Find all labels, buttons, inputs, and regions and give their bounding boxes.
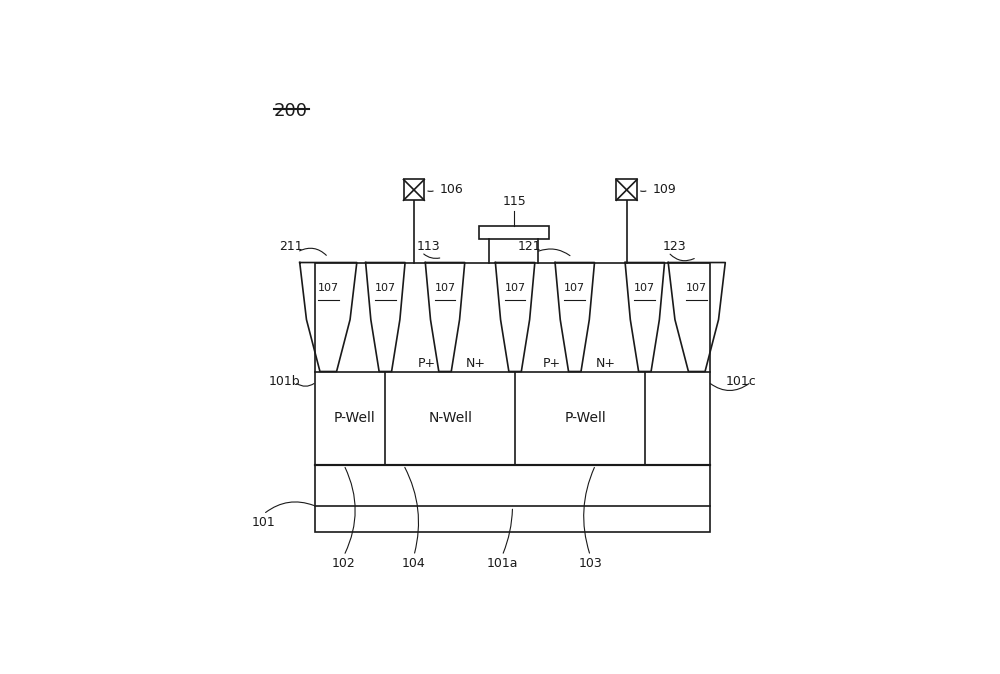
Text: P+: P+ bbox=[542, 357, 560, 370]
Text: 107: 107 bbox=[564, 283, 585, 293]
Text: 106: 106 bbox=[440, 183, 464, 196]
FancyArrowPatch shape bbox=[710, 384, 749, 390]
Bar bbox=[404, 179, 424, 200]
FancyArrowPatch shape bbox=[670, 254, 694, 261]
Text: 107: 107 bbox=[375, 283, 396, 293]
Text: P-Well: P-Well bbox=[333, 411, 375, 425]
FancyArrowPatch shape bbox=[300, 248, 326, 255]
Text: 101a: 101a bbox=[486, 557, 518, 570]
FancyArrowPatch shape bbox=[538, 249, 570, 255]
Text: 104: 104 bbox=[402, 557, 426, 570]
Text: 123: 123 bbox=[663, 241, 687, 253]
Text: 101c: 101c bbox=[725, 375, 756, 388]
Text: 115: 115 bbox=[502, 195, 526, 208]
Text: 101: 101 bbox=[252, 516, 275, 528]
Text: 109: 109 bbox=[653, 183, 676, 196]
Text: 113: 113 bbox=[416, 241, 440, 253]
Text: 107: 107 bbox=[634, 283, 655, 293]
FancyArrowPatch shape bbox=[345, 468, 355, 553]
Text: N+: N+ bbox=[466, 357, 486, 370]
Text: 211: 211 bbox=[279, 241, 302, 253]
Text: 103: 103 bbox=[578, 557, 602, 570]
Text: 107: 107 bbox=[686, 283, 707, 293]
FancyArrowPatch shape bbox=[266, 502, 314, 512]
Text: 101b: 101b bbox=[269, 375, 300, 388]
Bar bbox=[315, 263, 710, 532]
FancyArrowPatch shape bbox=[503, 510, 512, 553]
Bar bbox=[616, 179, 637, 200]
Text: P-Well: P-Well bbox=[564, 411, 606, 425]
FancyArrowPatch shape bbox=[297, 384, 314, 386]
Text: 107: 107 bbox=[318, 283, 339, 293]
Text: N+: N+ bbox=[596, 357, 616, 370]
FancyArrowPatch shape bbox=[405, 467, 419, 553]
Text: 107: 107 bbox=[434, 283, 456, 293]
Text: 107: 107 bbox=[505, 283, 526, 293]
Text: 121: 121 bbox=[517, 241, 541, 253]
Text: 200: 200 bbox=[274, 102, 308, 120]
Text: N-Well: N-Well bbox=[428, 411, 472, 425]
Text: 102: 102 bbox=[332, 557, 356, 570]
FancyArrowPatch shape bbox=[424, 254, 440, 258]
FancyArrowPatch shape bbox=[584, 468, 594, 553]
Text: P+: P+ bbox=[418, 357, 436, 370]
Bar bbox=[479, 226, 549, 239]
